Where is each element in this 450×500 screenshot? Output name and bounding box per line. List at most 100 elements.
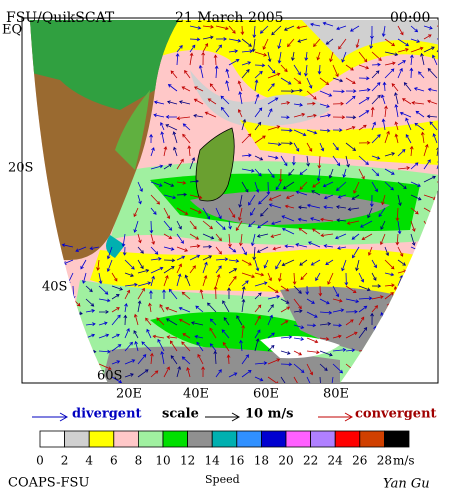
wind-arrow [332, 64, 339, 78]
wind-arrow [221, 329, 230, 339]
wind-arrow [420, 131, 425, 144]
wind-arrow [124, 373, 134, 378]
wind-arrow [285, 194, 295, 199]
wind-arrow [332, 285, 340, 298]
wind-arrow [228, 207, 236, 218]
wind-arrow [260, 207, 269, 217]
wind-arrow [148, 302, 152, 313]
wind-arrow [391, 83, 399, 92]
wind-arrow [176, 255, 186, 261]
wind-arrow [432, 133, 438, 144]
wind-arrow [170, 355, 178, 365]
wind-arrow [186, 367, 191, 378]
wind-arrow [159, 304, 165, 313]
wind-arrow [293, 324, 305, 329]
wind-arrow [329, 376, 334, 383]
wind-arrow [427, 67, 438, 79]
legend-convergent: convergent [355, 407, 437, 422]
wind-arrow [370, 312, 374, 326]
wind-arrow [163, 275, 169, 287]
wind-arrow [215, 44, 222, 53]
colorbar-tick: 26 [352, 454, 367, 468]
wind-arrow [197, 353, 204, 365]
wind-arrow [254, 155, 264, 161]
wind-arrow [228, 58, 240, 66]
wind-arrow [410, 25, 419, 33]
wind-arrow [397, 149, 406, 157]
wind-arrow [225, 80, 230, 92]
wind-arrow [163, 181, 175, 187]
wind-arrow [267, 108, 273, 118]
wind-arrow [335, 181, 347, 192]
wind-arrow [384, 292, 394, 300]
wind-arrow [222, 341, 230, 352]
wind-arrow [397, 60, 406, 66]
wind-arrow [137, 281, 152, 287]
wind-arrow [395, 207, 400, 222]
wind-arrow [163, 194, 177, 200]
wind-arrow [394, 92, 399, 105]
wind-arrow [336, 218, 347, 223]
wind-arrow [267, 358, 281, 365]
wind-arrow [111, 333, 120, 339]
wind-arrow [358, 296, 373, 301]
wind-arrow [405, 134, 412, 144]
wind-arrow [98, 321, 108, 326]
wind-arrow [268, 194, 282, 201]
wind-arrow [320, 217, 334, 222]
wind-arrow [397, 38, 410, 47]
wind-arrow [89, 246, 100, 251]
wind-arrow [283, 25, 295, 31]
wind-arrow [410, 194, 422, 201]
wind-arrow [397, 181, 407, 190]
wind-arrow [338, 38, 347, 50]
wind-arrow [124, 289, 131, 300]
wind-arrow [189, 44, 196, 53]
wind-arrow [193, 98, 204, 105]
wind-arrow [182, 333, 191, 339]
wind-arrow [267, 294, 281, 300]
wind-arrow [293, 77, 302, 84]
wind-arrow [137, 369, 149, 378]
wind-arrow [209, 318, 217, 326]
wind-arrow [436, 246, 438, 252]
wind-arrow [280, 298, 290, 304]
wind-arrow [111, 314, 121, 326]
wind-arrow [351, 194, 360, 200]
wind-arrow [371, 155, 381, 160]
wind-arrow [153, 113, 165, 118]
wind-arrow [193, 113, 204, 118]
wind-arrow [220, 106, 230, 118]
wind-arrow [209, 83, 217, 92]
wind-arrow [280, 155, 288, 167]
wind-arrow [176, 263, 182, 274]
wind-arrow [178, 318, 191, 326]
wind-arrow [267, 344, 275, 352]
wind-arrow [319, 142, 325, 152]
wind-arrow [304, 64, 308, 77]
colorbar-cell [137, 430, 164, 448]
wind-arrow [345, 95, 356, 105]
wind-arrow [358, 124, 367, 131]
wind-arrow [409, 67, 414, 79]
wind-arrow [305, 285, 310, 295]
wind-arrow [361, 233, 373, 240]
wind-arrow [411, 100, 425, 105]
wind-arrow [189, 37, 201, 42]
wind-arrow [176, 207, 189, 215]
wind-arrow [215, 220, 226, 230]
wind-arrow [358, 316, 365, 326]
wind-arrow [111, 294, 120, 300]
wind-arrow [167, 84, 178, 92]
wind-arrow [215, 369, 222, 378]
wind-arrow [306, 323, 317, 328]
wind-arrow [423, 175, 436, 183]
wind-arrow [209, 327, 217, 339]
wind-arrow [308, 241, 321, 248]
wind-arrow [410, 162, 419, 170]
wind-arrow [176, 116, 191, 121]
wind-arrow [267, 142, 282, 147]
wind-arrow [423, 46, 435, 53]
wind-arrow [187, 145, 192, 157]
wind-arrow [316, 51, 321, 61]
